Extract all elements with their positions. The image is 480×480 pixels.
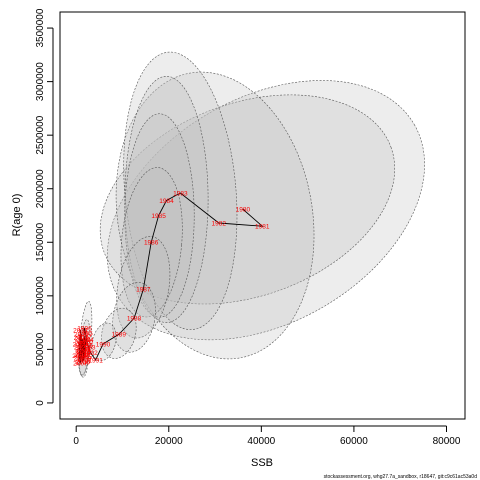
year-label-1990: 1990 xyxy=(96,341,111,348)
y-tick-label-2500000: 2500000 xyxy=(35,115,46,154)
year-label-2003: 2003 xyxy=(74,335,89,342)
year-label-1980: 1980 xyxy=(236,206,251,213)
confidence-ellipse-3 xyxy=(123,51,238,330)
year-label-2001: 2001 xyxy=(75,352,90,359)
year-label-1984: 1984 xyxy=(159,198,174,205)
year-label-2004: 2004 xyxy=(73,327,88,334)
x-tick-label-60000: 60000 xyxy=(340,436,368,447)
year-label-2016: 2016 xyxy=(79,342,94,349)
year-label-1986: 1986 xyxy=(144,240,159,247)
x-axis: 0 20000 40000 60000 80000 xyxy=(73,425,461,447)
trajectory-path xyxy=(78,192,264,364)
confidence-ellipse-0 xyxy=(107,80,425,341)
footnote: stockassessment.org, whg27.7a_sandbox, r… xyxy=(324,474,478,480)
year-label-1993: 1993 xyxy=(81,345,96,352)
y-tick-label-2000000: 2000000 xyxy=(35,169,46,208)
year-label-2020: 2020 xyxy=(78,339,93,346)
confidence-ellipse-4 xyxy=(124,75,209,323)
year-label-2002: 2002 xyxy=(74,345,89,352)
confidence-ellipse-5 xyxy=(124,113,195,318)
year-label-2014: 2014 xyxy=(76,346,91,353)
x-tick-label-0: 0 xyxy=(73,436,79,447)
year-label-1994: 1994 xyxy=(79,337,94,344)
confidence-ellipse-9 xyxy=(101,307,137,359)
x-tick-label-40000: 40000 xyxy=(247,436,275,447)
year-label-1997: 1997 xyxy=(76,340,91,347)
confidence-ellipses xyxy=(77,51,425,378)
year-label-1989: 1989 xyxy=(112,332,127,339)
year-label-2013: 2013 xyxy=(75,336,90,343)
year-label-2000: 2000 xyxy=(75,360,90,367)
trajectory-line xyxy=(78,192,264,364)
year-label-1985: 1985 xyxy=(151,213,166,220)
y-tick-label-1500000: 1500000 xyxy=(35,222,46,261)
year-label-1983: 1983 xyxy=(173,190,188,197)
year-label-1992: 1992 xyxy=(83,350,98,357)
y-tick-label-1000000: 1000000 xyxy=(35,276,46,315)
year-label-1998: 1998 xyxy=(76,349,91,356)
year-label-1995: 1995 xyxy=(78,331,93,338)
year-label-2010: 2010 xyxy=(74,355,89,362)
year-label-2019: 2019 xyxy=(77,349,92,356)
year-label-1982: 1982 xyxy=(212,220,227,227)
year-label-2005: 2005 xyxy=(73,341,88,348)
y-tick-label-0: 0 xyxy=(35,400,46,406)
year-label-1988: 1988 xyxy=(127,316,142,323)
y-tick-label-500000: 500000 xyxy=(35,332,46,366)
confidence-ellipse-2 xyxy=(115,71,315,360)
y-axis: 0 500000 1000000 1500000 2000000 2500000 30000… xyxy=(35,8,54,406)
confidence-ellipse-1 xyxy=(99,94,396,305)
confidence-ellipse-10 xyxy=(91,322,117,362)
x-tick-label-20000: 20000 xyxy=(155,436,183,447)
year-label-2017: 2017 xyxy=(77,334,92,341)
year-label-2018: 2018 xyxy=(76,358,91,365)
year-label-2012: 2012 xyxy=(76,351,91,358)
y-axis-title: R(age 0) xyxy=(11,194,23,237)
year-label-1987: 1987 xyxy=(136,287,151,294)
year-label-1981: 1981 xyxy=(255,224,270,231)
year-label-1996: 1996 xyxy=(77,325,92,332)
year-label-2008: 2008 xyxy=(75,347,90,354)
year-label-1991: 1991 xyxy=(88,357,103,364)
year-label-2006: 2006 xyxy=(72,353,87,360)
year-label-2015: 2015 xyxy=(78,354,93,361)
year-label-2009: 2009 xyxy=(74,332,89,339)
y-tick-label-3000000: 3000000 xyxy=(35,62,46,101)
year-label-1999: 1999 xyxy=(77,355,92,362)
year-label-2007: 2007 xyxy=(73,361,88,368)
year-label-2011: 2011 xyxy=(75,340,89,347)
plot-frame xyxy=(59,11,466,420)
x-tick-label-80000: 80000 xyxy=(433,436,461,447)
x-axis-title: SSB xyxy=(251,457,273,469)
y-tick-label-3500000: 3500000 xyxy=(35,8,46,47)
